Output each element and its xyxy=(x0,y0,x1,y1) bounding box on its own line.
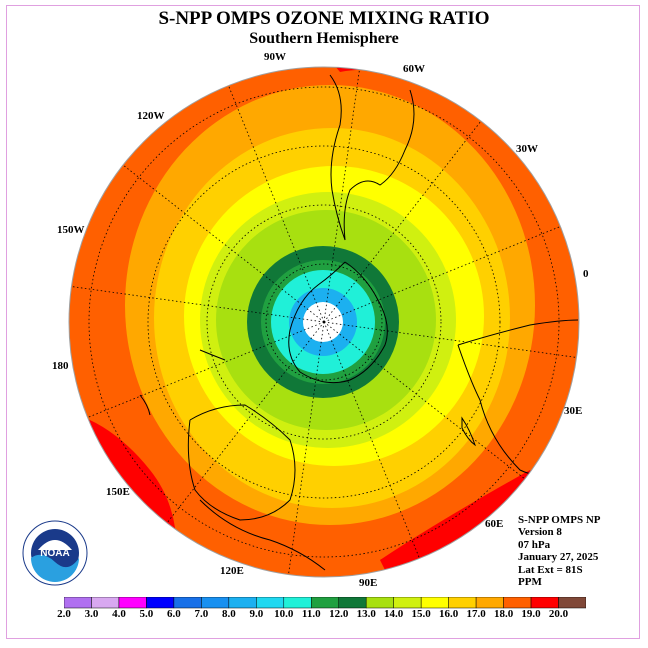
colorbar-swatch xyxy=(311,597,339,609)
info-panel: S-NPP OMPS NP Version 8 07 hPa January 2… xyxy=(518,514,601,588)
lon-label-150e: 150E xyxy=(106,486,130,498)
info-version: Version 8 xyxy=(518,526,562,539)
meridian-line xyxy=(166,321,325,524)
colorbar xyxy=(64,597,586,609)
meridian-line xyxy=(87,321,325,418)
colorbar-swatch xyxy=(228,597,257,609)
meridian-line xyxy=(122,164,325,323)
meridian-line xyxy=(288,321,325,575)
colorbar-swatch xyxy=(420,597,449,609)
map-subtitle: Southern Hemisphere xyxy=(249,30,399,47)
info-units: PPM xyxy=(518,576,542,589)
colorbar-swatch xyxy=(173,597,202,609)
meridian-line xyxy=(323,321,526,480)
colorbar-label: 6.0 xyxy=(167,608,181,620)
colorbar-label: 16.0 xyxy=(439,608,459,620)
lon-label-150w: 150W xyxy=(57,224,85,236)
meridian-line xyxy=(323,120,482,323)
coast-antarctica xyxy=(288,261,388,384)
meridian-line xyxy=(323,226,561,323)
meridian-line xyxy=(323,69,360,323)
info-lat-ext: Lat Ext = 81S xyxy=(518,563,583,576)
colorbar-label: 11.0 xyxy=(301,608,321,620)
colorbar-label: 5.0 xyxy=(139,608,154,620)
colorbar-swatch xyxy=(91,597,120,609)
colorbar-label: 3.0 xyxy=(84,608,99,620)
lon-label-90w: 90W xyxy=(264,51,286,63)
noaa-logo-text: NOAA xyxy=(40,548,69,559)
map-outline xyxy=(68,66,580,578)
colorbar-swatch xyxy=(64,597,92,609)
lon-label-180: 180 xyxy=(52,360,69,372)
colorbar-swatch xyxy=(146,597,175,609)
meridian-line xyxy=(323,321,420,559)
colorbar-label: 14.0 xyxy=(384,608,404,620)
figure-frame xyxy=(6,5,640,639)
lon-label-60e: 60E xyxy=(485,518,504,530)
colorbar-label: 19.0 xyxy=(521,608,541,620)
coast-australia xyxy=(187,404,296,521)
colorbar-swatch xyxy=(338,597,367,609)
meridian-line xyxy=(228,85,325,323)
colorbar-label: 8.0 xyxy=(221,608,236,620)
colorbar-swatch xyxy=(448,597,477,609)
lon-label-120w: 120W xyxy=(137,110,165,122)
colorbar-swatch xyxy=(118,597,147,609)
colorbar-swatch xyxy=(365,597,394,609)
noaa-logo: NOAA xyxy=(22,520,88,586)
colorbar-swatch xyxy=(393,597,422,609)
colorbar-label: 10.0 xyxy=(274,608,294,620)
colorbar-swatch xyxy=(530,597,559,609)
colorbar-label: 13.0 xyxy=(356,608,376,620)
info-product: S-NPP OMPS NP xyxy=(518,514,601,526)
lon-label-90e: 90E xyxy=(359,577,378,589)
colorbar-label: 4.0 xyxy=(112,608,126,620)
colorbar-swatch xyxy=(558,597,586,609)
colorbar-swatch xyxy=(503,597,532,609)
map-title: S-NPP OMPS OZONE MIXING RATIO xyxy=(158,8,490,29)
info-date: January 27, 2025 xyxy=(518,551,599,564)
colorbar-label: 9.0 xyxy=(249,608,264,620)
colorbar-label: 7.0 xyxy=(194,608,209,620)
meridian-line xyxy=(71,286,325,323)
colorbar-swatch xyxy=(475,597,504,609)
colorbar-swatch xyxy=(201,597,230,609)
info-level: 07 hPa xyxy=(518,538,551,551)
colorbar-label: 15.0 xyxy=(411,608,431,620)
meridian-line xyxy=(323,321,577,358)
colorbar-label: 18.0 xyxy=(493,608,514,620)
colorbar-label: 12.0 xyxy=(329,608,349,620)
coast-new-zealand xyxy=(139,349,226,416)
coast-south-america xyxy=(329,74,415,241)
colorbar-label: 2.0 xyxy=(57,608,71,620)
lon-label-30e: 30E xyxy=(564,405,583,417)
lon-label-120e: 120E xyxy=(220,565,244,577)
colorbar-swatch xyxy=(283,597,312,609)
lon-label-0: 0 xyxy=(583,268,589,280)
coast-madagascar xyxy=(461,416,476,447)
lon-label-30w: 30W xyxy=(516,143,538,155)
lon-label-60w: 60W xyxy=(403,63,425,75)
colorbar-swatch xyxy=(256,597,285,609)
colorbar-label: 20.0 xyxy=(548,608,569,620)
coast-indonesia xyxy=(199,499,326,571)
colorbar-label: 17.0 xyxy=(466,608,486,620)
